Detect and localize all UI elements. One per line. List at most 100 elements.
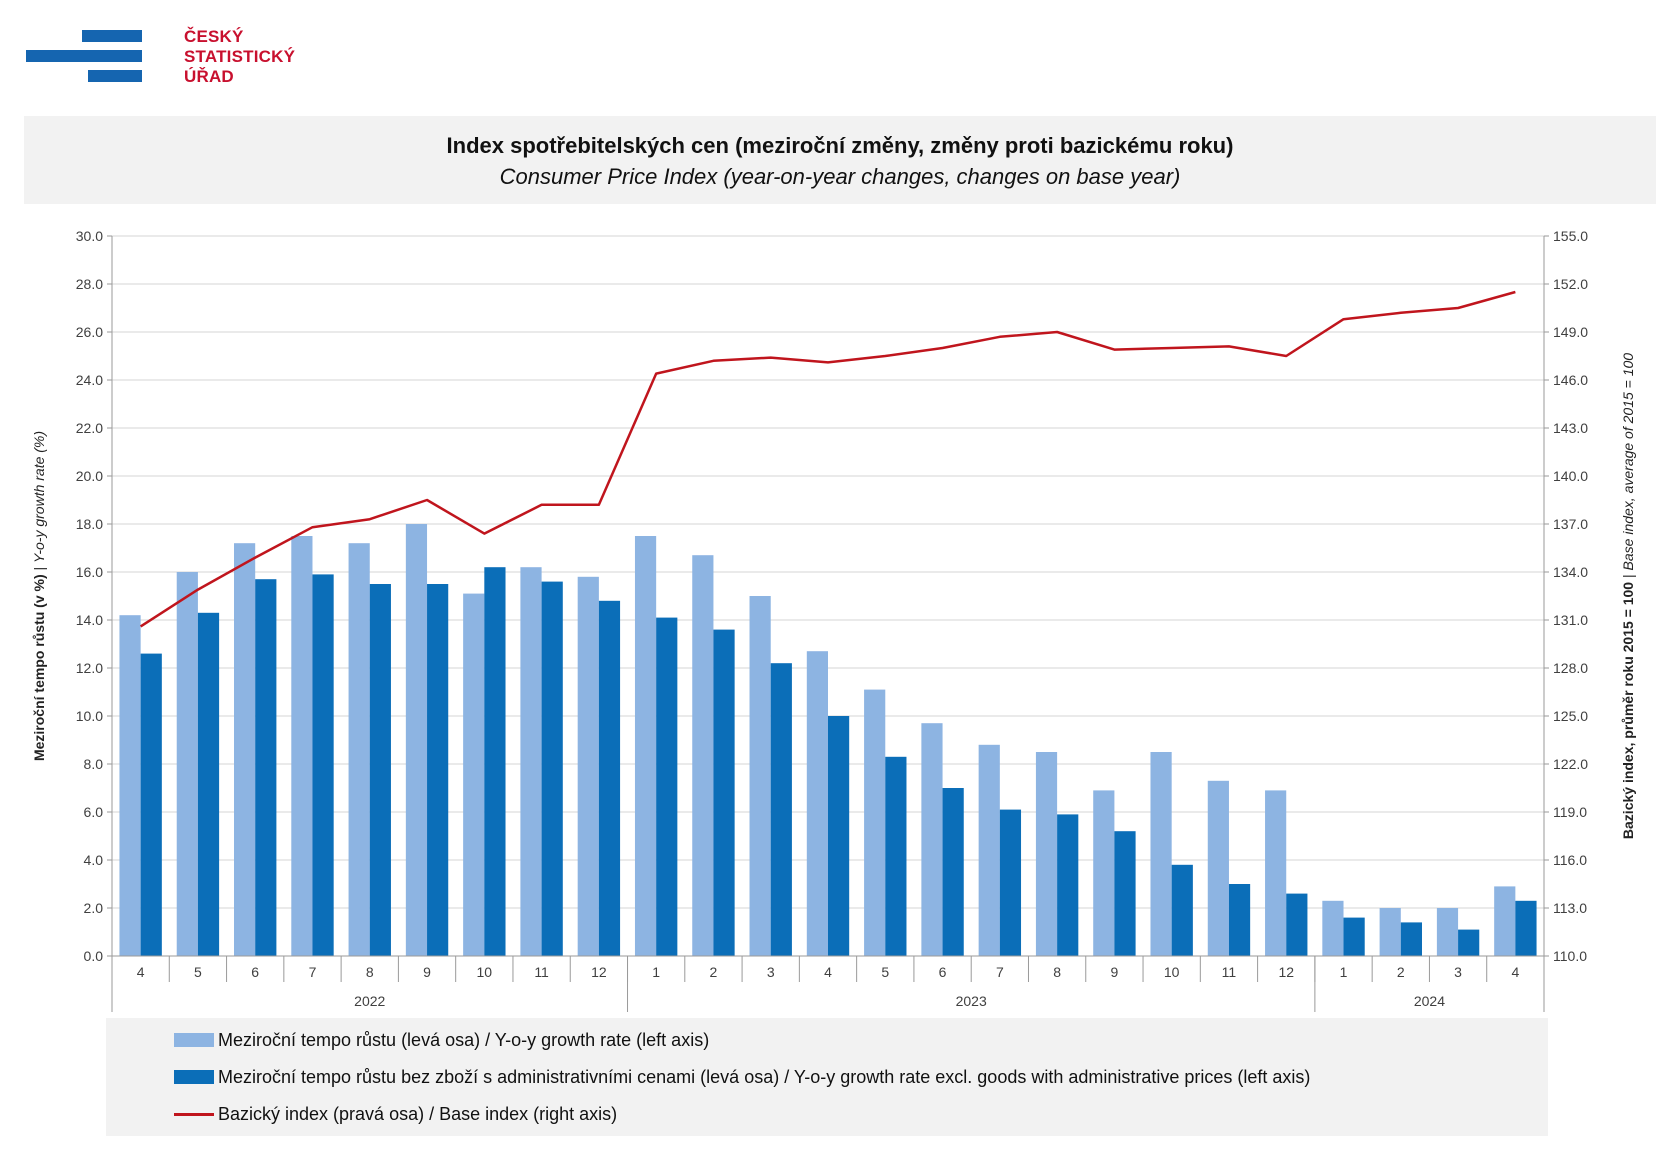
x-tick-label: 4 [137, 964, 145, 980]
bar-yoy-excl-admin [885, 756, 907, 956]
x-tick-label: 11 [1222, 964, 1237, 980]
bar-yoy-excl-admin [1458, 929, 1480, 956]
csu-logo: ČESKÝ STATISTICKÝ ÚŘAD [26, 28, 306, 92]
bar-yoy-excl-admin [1400, 922, 1422, 956]
x-tick-label: 1 [652, 964, 660, 980]
bar-yoy-excl-admin [1171, 864, 1193, 956]
y-left-tick-label: 12.0 [76, 660, 103, 676]
y-right-axis-title-en: Base index, average of 2015 = 100 [1620, 353, 1636, 571]
legend-swatch-yoy [174, 1033, 214, 1047]
logo-bar-bottom [88, 70, 142, 82]
y-left-tick-label: 0.0 [84, 948, 104, 964]
y-right-tick-label: 146.0 [1553, 372, 1588, 388]
y-right-tick-label: 113.0 [1553, 900, 1587, 916]
y-left-tick-label: 28.0 [76, 276, 103, 292]
x-tick-label: 11 [534, 964, 549, 980]
bar-yoy-excl-admin [541, 581, 563, 956]
x-tick-label: 12 [1278, 964, 1294, 980]
x-tick-label: 10 [1164, 964, 1180, 980]
bar-yoy-excl-admin [770, 663, 792, 956]
y-right-tick-label: 128.0 [1553, 660, 1588, 676]
y-left-tick-label: 26.0 [76, 324, 103, 340]
bar-yoy [1093, 790, 1115, 956]
legend-label-yoy: Meziroční tempo růstu (levá osa) / Y-o-y… [218, 1029, 710, 1050]
x-tick-label: 12 [591, 964, 607, 980]
y-right-axis-title: Bazický index, průměr roku 2015 = 100 | … [1620, 353, 1636, 839]
bar-yoy-excl-admin [999, 809, 1022, 956]
bar-yoy-excl-admin [942, 788, 964, 956]
y-right-tick-label: 149.0 [1553, 324, 1588, 340]
y-right-tick-label: 140.0 [1553, 468, 1588, 484]
x-tick-label: 4 [824, 964, 832, 980]
bar-yoy [348, 543, 370, 956]
logo-text-line3: ÚŘAD [184, 67, 234, 86]
bar-yoy-excl-admin [1343, 917, 1365, 956]
legend-label-yoy-excl-admin: Meziroční tempo růstu bez zboží s admini… [218, 1066, 1311, 1087]
y-left-tick-label: 2.0 [84, 900, 104, 916]
series-base-index-line [139, 290, 1516, 628]
bar-yoy [1436, 908, 1459, 956]
y-left-tick-label: 4.0 [84, 852, 104, 868]
y-left-tick-label: 14.0 [76, 612, 103, 628]
bar-yoy [1322, 900, 1344, 956]
y-left-axis-title-sep: | [31, 563, 47, 574]
y-right-tick-label: 122.0 [1553, 756, 1588, 772]
x-tick-label: 8 [1053, 964, 1061, 980]
y-right-tick-label: 125.0 [1553, 708, 1588, 724]
bar-yoy-excl-admin [312, 574, 334, 956]
y-right-tick-label: 134.0 [1553, 564, 1588, 580]
bar-yoy-excl-admin [656, 617, 678, 956]
bar-yoy [692, 555, 714, 956]
bar-yoy-excl-admin [1114, 831, 1136, 956]
bar-yoy [864, 689, 886, 956]
legend-item-base-index: Bazický index (pravá osa) / Base index (… [174, 1102, 617, 1126]
y-left-axis-title: Meziroční tempo růstu (v %) | Y-o-y grow… [31, 431, 47, 761]
y-right-tick-label: 143.0 [1553, 420, 1588, 436]
y-right-axis-title-sep: | [1620, 570, 1636, 581]
legend: Meziroční tempo růstu (levá osa) / Y-o-y… [106, 1018, 1548, 1136]
bar-yoy [176, 572, 198, 956]
y-left-tick-label: 16.0 [76, 564, 103, 580]
x-tick-label: 6 [939, 964, 947, 980]
y-left-tick-label: 18.0 [76, 516, 103, 532]
y-right-tick-label: 131.0 [1553, 612, 1588, 628]
base-index-line [139, 290, 1516, 628]
logo-text-line1: ČESKÝ [184, 27, 244, 46]
year-label: 2022 [354, 993, 385, 1009]
y-left-axis-title-cz: Meziroční tempo růstu (v %) [31, 574, 47, 761]
logo-bar-middle [26, 50, 142, 62]
bar-yoy-excl-admin [255, 579, 277, 956]
bar-yoy [749, 596, 771, 956]
bar-yoy-excl-admin [140, 653, 162, 956]
y-left-tick-label: 20.0 [76, 468, 103, 484]
bar-yoy-excl-admin [1515, 900, 1537, 956]
chart-title-box: Index spotřebitelských cen (meziroční zm… [24, 116, 1656, 204]
bar-yoy [1494, 886, 1516, 956]
y-left-tick-label: 6.0 [84, 804, 104, 820]
logo-text-line2: STATISTICKÝ [184, 47, 296, 66]
bar-yoy [463, 593, 485, 956]
x-tick-label: 3 [767, 964, 775, 980]
y-right-tick-label: 152.0 [1553, 276, 1588, 292]
series-yoy-excl-admin-bars [140, 567, 1537, 956]
x-tick-label: 8 [366, 964, 374, 980]
year-label: 2023 [956, 993, 987, 1009]
x-tick-label: 3 [1454, 964, 1462, 980]
bar-yoy-excl-admin [1057, 814, 1079, 956]
bar-yoy [520, 567, 542, 956]
bar-yoy [806, 651, 828, 956]
bar-yoy [634, 536, 657, 956]
logo-bar-top [82, 30, 142, 42]
x-tick-label: 4 [1511, 964, 1519, 980]
bar-yoy-excl-admin [713, 629, 735, 956]
bar-yoy-excl-admin [598, 600, 621, 956]
legend-item-yoy: Meziroční tempo růstu (levá osa) / Y-o-y… [174, 1028, 709, 1052]
y-right-tick-label: 116.0 [1553, 852, 1587, 868]
bar-yoy [234, 543, 256, 956]
y-left-tick-label: 24.0 [76, 372, 103, 388]
year-label: 2024 [1414, 993, 1445, 1009]
bar-yoy [405, 524, 428, 956]
x-tick-label: 5 [194, 964, 202, 980]
y-left-axis-title-en: Y-o-y growth rate (%) [31, 431, 47, 563]
bar-yoy [921, 723, 943, 956]
